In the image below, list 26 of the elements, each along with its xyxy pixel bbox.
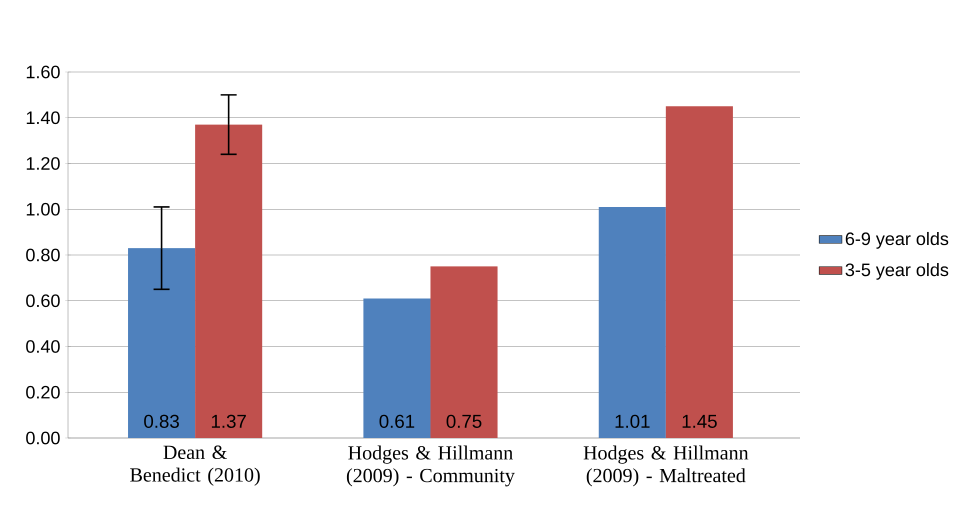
y-tick-label: 0.60 [26,294,60,308]
bar [195,124,262,438]
data-label: 1.45 [682,414,717,428]
x-tick-label: Dean & Benedict (2010) [130,446,260,486]
y-tick-label: 0.40 [26,340,60,353]
data-label: 0.61 [380,414,414,428]
y-tick-label: 0.80 [26,248,60,262]
data-label: 0.75 [446,414,482,428]
bar [363,298,430,438]
legend-label: 6-9 year olds [846,232,948,249]
x-tick-label: Hodges & Hillmann (2009) - Community [346,446,515,486]
y-tick-label: 1.20 [26,157,60,170]
y-tick-label: 1.00 [26,202,60,216]
data-label: 1.01 [616,414,650,428]
legend-label: 3-5 year olds [846,262,948,280]
bar [598,206,666,438]
bar [666,106,733,438]
data-label: 0.83 [144,414,179,428]
y-tick-label: 0.00 [26,432,60,444]
bar [430,266,498,438]
x-tick-label: Hodges & Hillmann (2009) - Maltreated [584,446,748,486]
bar [128,248,196,438]
data-label: 1.37 [212,414,246,428]
y-tick-label: 1.40 [26,111,60,124]
y-tick-label: 1.60 [26,66,60,78]
y-tick-label: 0.20 [26,386,60,399]
